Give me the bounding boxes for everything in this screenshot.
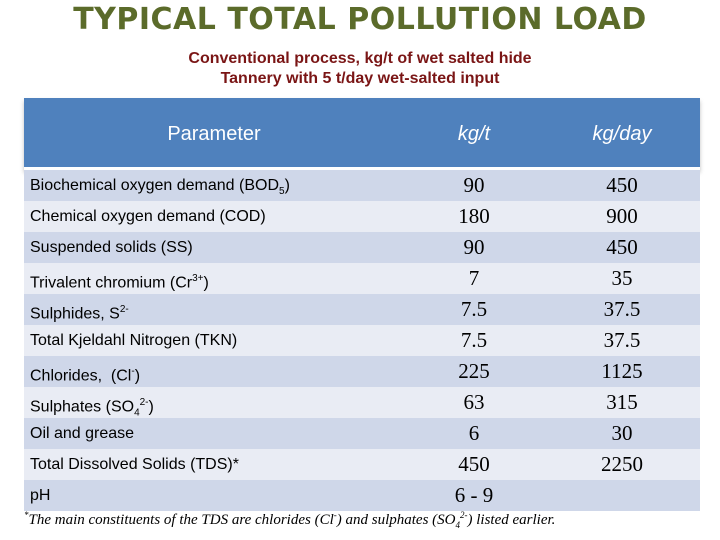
table-row-kg-per-day: 1125 — [601, 359, 643, 383]
table-row-kg-per-day: 900 — [606, 204, 638, 228]
pollution-load-table: Parameter kg/t kg/day Biochemical oxygen… — [24, 98, 700, 511]
table-row-kg-per-t: 450 — [458, 452, 490, 476]
table-row-kg-per-day: 2250 — [601, 452, 643, 476]
table-row-parameter: Chlorides, (Cl-) — [30, 366, 141, 385]
table-row-kg-per-t: 180 — [458, 204, 490, 228]
row-band — [24, 170, 700, 201]
table-row-kg-per-t: 6 - 9 — [454, 483, 494, 507]
table-row-parameter: Total Kjeldahl Nitrogen (TKN) — [30, 332, 238, 349]
table-row-parameter: pH — [30, 487, 51, 504]
table-row-kg-per-day: 35 — [611, 266, 633, 290]
footnote: *The main constituents of the TDS are ch… — [24, 510, 556, 530]
table-row-kg-per-day: 450 — [606, 173, 638, 197]
table-row-kg-per-day — [544, 480, 700, 511]
table-row-kg-per-t: 7.5 — [460, 328, 488, 352]
table-row-kg-per-t: 90 — [463, 173, 485, 197]
column-header-kg-per-day: kg/day — [592, 123, 652, 145]
row-band — [24, 480, 700, 511]
table-row-kg-per-t: 90 — [463, 235, 485, 259]
table-row-parameter: Biochemical oxygen demand (BOD5) — [30, 177, 290, 198]
table-row-parameter: Chemical oxygen demand (COD) — [30, 208, 266, 225]
table-row-parameter: Oil and grease — [30, 425, 135, 442]
table-row-parameter: Suspended solids (SS) — [30, 239, 193, 256]
table-row-kg-per-day: 37.5 — [603, 297, 641, 321]
table-row-parameter: Sulphates (SO42-) — [30, 397, 154, 419]
table-row-kg-per-t: 63 — [463, 390, 485, 414]
subtitle-process: Conventional process, kg/t of wet salted… — [188, 50, 532, 67]
table-row-kg-per-day: 315 — [606, 390, 638, 414]
table-row-kg-per-day: 450 — [606, 235, 638, 259]
table-row-kg-per-t: 225 — [458, 359, 490, 383]
table-header: Parameter kg/t kg/day — [24, 98, 700, 170]
table-row-kg-per-t: 7.5 — [460, 297, 488, 321]
column-header-parameter: Parameter — [167, 123, 261, 145]
row-band — [24, 356, 700, 387]
table-row-parameter: Total Dissolved Solids (TDS)* — [30, 456, 239, 473]
subtitle-tannery: Tannery with 5 t/day wet-salted input — [220, 70, 500, 87]
table-row-parameter: Sulphides, S2- — [30, 304, 129, 323]
table-row-kg-per-day: 30 — [611, 421, 633, 445]
row-band — [24, 294, 700, 325]
page-title: TYPICAL TOTAL POLLUTION LOAD — [73, 2, 647, 37]
table-row-parameter: Trivalent chromium (Cr3+) — [30, 273, 209, 292]
table-row-kg-per-day: 37.5 — [603, 328, 641, 352]
row-band — [24, 418, 700, 449]
column-header-kg-per-t: kg/t — [457, 123, 491, 145]
table-row-kg-per-t: 6 — [468, 421, 480, 445]
row-band — [24, 232, 700, 263]
table-row-kg-per-t: 7 — [468, 266, 480, 290]
